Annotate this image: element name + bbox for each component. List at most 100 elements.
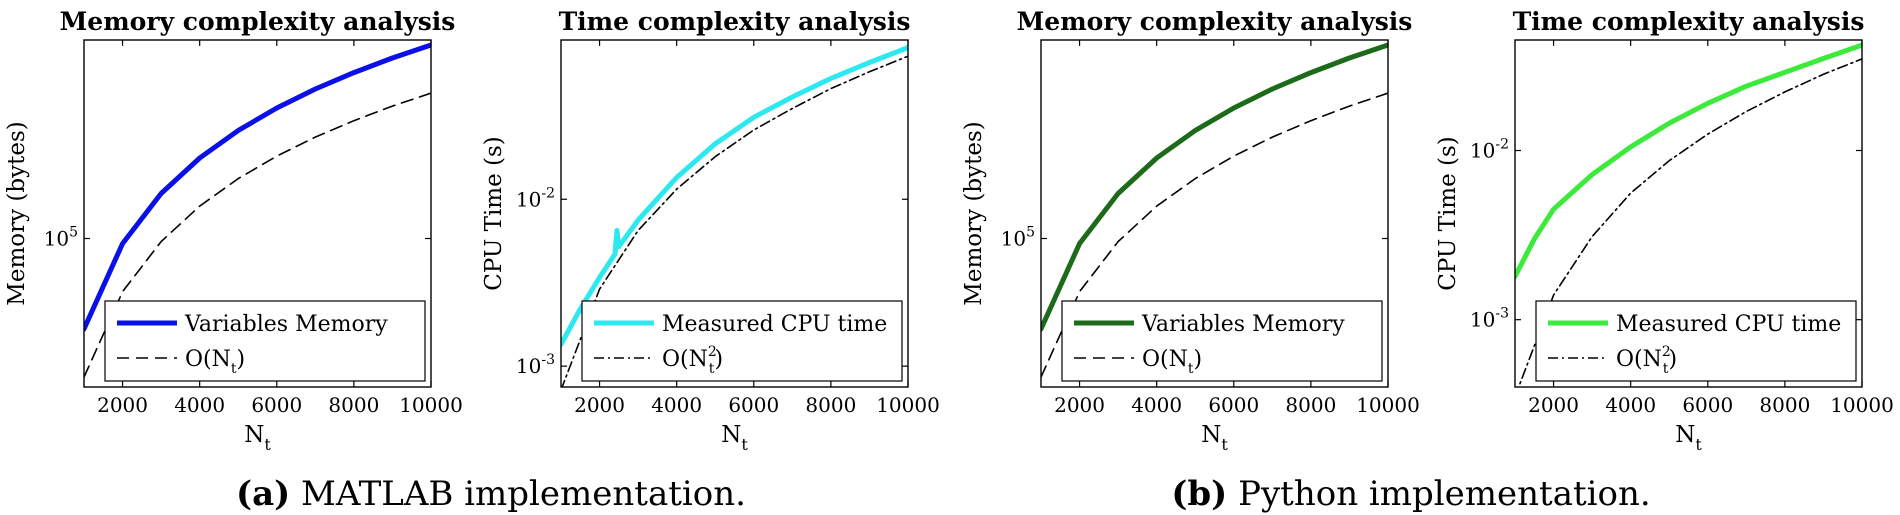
panel-a-time-xtick-label-3: 8000 bbox=[805, 393, 856, 417]
panel-b-memory-series-0-line bbox=[1041, 42, 1388, 332]
panel-b-time-series-0-line bbox=[1515, 42, 1862, 279]
panel-b-memory-title: Memory complexity analysis bbox=[1017, 7, 1413, 36]
caption-a-text: MATLAB implementation. bbox=[290, 474, 746, 514]
panel-a-time-ytick-base-0: 10 bbox=[516, 354, 541, 378]
panel-b-memory-legend-sub-1: t bbox=[1188, 361, 1194, 377]
panel-a-time-legend-label-1: O(N2 t) bbox=[662, 344, 723, 377]
panel-b-time-xtick-label-2: 6000 bbox=[1682, 393, 1733, 417]
panel-b-memory-series-1-line bbox=[1041, 92, 1388, 378]
panel-b-memory-xtick-label-1: 4000 bbox=[1131, 393, 1182, 417]
panel-a-time-ytick-exp-1: -2 bbox=[541, 185, 555, 201]
panel-b-memory-xlabel-sub: t bbox=[1221, 435, 1228, 454]
panel-b-time-ytick-exp-1: -2 bbox=[1495, 137, 1509, 153]
panel-b-time-ytick-base-1: 10 bbox=[1470, 139, 1495, 163]
panel-a-memory-legend-label-1: O(Nt) bbox=[185, 347, 245, 377]
panel-a-memory-series-1-line bbox=[84, 92, 431, 378]
panel-b-time-axes-box bbox=[1514, 39, 1863, 388]
panel-b-time-legend-label-1: O(N2 t) bbox=[1616, 344, 1677, 377]
panel-a-time-xtick-label-0: 2000 bbox=[574, 393, 625, 417]
panel-b-time-ytick-exp-0: -3 bbox=[1495, 306, 1509, 322]
panel-b-time-ytick-label-0: 10-3 bbox=[1470, 306, 1509, 332]
panel-b-time-series-1-line bbox=[1517, 58, 1862, 387]
panel-a-memory-xlabel-main: N bbox=[244, 422, 264, 448]
panel-a-time-ytick-label-0: 10-3 bbox=[516, 352, 555, 378]
caption-a-label: (a) bbox=[236, 474, 290, 514]
panel-b-time-legend-sub-1: t bbox=[1663, 361, 1669, 377]
panel-a-memory-legend-tail-1: ) bbox=[237, 347, 246, 372]
panel-a-memory-legend-name-1: O(N bbox=[185, 347, 231, 372]
panel-a-memory-ytick-label-0: 105 bbox=[44, 225, 78, 251]
caption-b: (b) Python implementation. bbox=[1171, 474, 1650, 514]
panel-b-memory-xtick-label-4: 10000 bbox=[1356, 393, 1420, 417]
panel-a-time-ytick-label-1: 10-2 bbox=[516, 185, 555, 211]
panel-b-memory-chart: Memory complexity analysis 2000 4000 6000 80… bbox=[961, 7, 1420, 454]
panel-a-time-title: Time complexity analysis bbox=[559, 7, 911, 36]
panel-a-memory-xtick-label-1: 4000 bbox=[174, 393, 225, 417]
panel-a-memory-xtick-label-3: 8000 bbox=[328, 393, 379, 417]
panel-b-memory-ytick-label-0: 105 bbox=[1001, 225, 1035, 251]
panel-a-memory-legend-box bbox=[104, 300, 426, 382]
panel-b-memory-legend-name-1: O(N bbox=[1142, 347, 1188, 372]
panel-b-time-chart: Time complexity analysis 2000 4000 6000 8000… bbox=[1435, 7, 1894, 454]
panel-b-memory-xlabel: Nt bbox=[1201, 422, 1228, 454]
panel-b-memory-ytick-base-0: 10 bbox=[1001, 227, 1026, 251]
panel-a-time-xtick-label-2: 6000 bbox=[728, 393, 779, 417]
panel-a-memory-ylabel: Memory (bytes) bbox=[4, 121, 30, 305]
panel-b-time-ylabel: CPU Time (s) bbox=[1435, 136, 1461, 291]
panel-b-memory-legend-tail-1: ) bbox=[1194, 347, 1203, 372]
panel-b-time-xtick-label-0: 2000 bbox=[1528, 393, 1579, 417]
panel-a-time-xlabel: Nt bbox=[721, 422, 748, 454]
panel-b-time-title: Time complexity analysis bbox=[1513, 7, 1865, 36]
panel-a-time-chart: Time complexity analysis 2000 4000 6000 8000… bbox=[481, 7, 940, 454]
panel-a-memory-xtick-label-4: 10000 bbox=[399, 393, 463, 417]
panel-b-memory-ylabel: Memory (bytes) bbox=[961, 121, 987, 305]
panel-a-time-xlabel-sub: t bbox=[741, 435, 748, 454]
panel-a-time-legend-name-0: Measured CPU time bbox=[662, 312, 887, 337]
panel-b-time-legend-name-0: Measured CPU time bbox=[1616, 312, 1841, 337]
panel-a-memory-legend-name-0: Variables Memory bbox=[184, 312, 388, 337]
panel-a-memory-xtick-label-0: 2000 bbox=[97, 393, 148, 417]
panel-b-time-xtick-label-1: 4000 bbox=[1605, 393, 1656, 417]
panel-a-memory-series-0-line bbox=[84, 42, 431, 332]
caption-a: (a) MATLAB implementation. bbox=[236, 474, 746, 514]
panel-b-memory-legend-label-1: O(Nt) bbox=[1142, 347, 1202, 377]
panel-b-time-xlabel-main: N bbox=[1675, 422, 1695, 448]
panel-a-time-axes-box bbox=[560, 39, 909, 388]
panel-a-time-series-0-line bbox=[561, 45, 908, 347]
panel-a-time-ytick-base-1: 10 bbox=[516, 187, 541, 211]
panel-a-memory-ytick-exp-0: 5 bbox=[69, 225, 78, 241]
panel-a-memory-xtick-label-2: 6000 bbox=[251, 393, 302, 417]
panel-a-memory-legend-label-0: Variables Memory bbox=[184, 312, 388, 337]
panel-b-time-xtick-label-4: 10000 bbox=[1830, 393, 1894, 417]
panel-a-memory-xlabel-sub: t bbox=[264, 435, 271, 454]
panel-b-time-ytick-label-1: 10-2 bbox=[1470, 137, 1509, 163]
panel-a-memory-chart: Memory complexity analysis 2000 4000 6000 80… bbox=[4, 7, 463, 454]
panel-b-memory-ytick-exp-0: 5 bbox=[1026, 225, 1035, 241]
panel-b-memory-xtick-label-2: 6000 bbox=[1208, 393, 1259, 417]
panel-b-memory-xtick-label-0: 2000 bbox=[1054, 393, 1105, 417]
panel-b-time-legend-sup-1: 2 bbox=[1662, 344, 1671, 360]
panel-b-memory-legend-box bbox=[1061, 300, 1383, 382]
panel-b-time-xlabel-sub: t bbox=[1695, 435, 1702, 454]
panel-b-time-legend-box bbox=[1535, 300, 1857, 382]
panel-a-time-ylabel: CPU Time (s) bbox=[481, 136, 507, 291]
panel-a-memory-legend-sub-1: t bbox=[231, 361, 237, 377]
panel-b-memory-axes-box bbox=[1040, 39, 1389, 388]
panel-a-time-xlabel-main: N bbox=[721, 422, 741, 448]
panel-a-time-legend-sub-1: t bbox=[709, 361, 715, 377]
panel-a-memory-ytick-base-0: 10 bbox=[44, 227, 69, 251]
caption-b-label: (b) bbox=[1171, 474, 1227, 514]
panel-a-time-ytick-exp-0: -3 bbox=[541, 352, 555, 368]
panel-a-time-legend-name-1: O(N bbox=[662, 347, 708, 372]
panel-b-time-ytick-base-0: 10 bbox=[1470, 308, 1495, 332]
panel-b-time-legend-label-0: Measured CPU time bbox=[1616, 312, 1841, 337]
panel-a-memory-xlabel: Nt bbox=[244, 422, 271, 454]
panel-a-time-xtick-label-1: 4000 bbox=[651, 393, 702, 417]
panel-a-time-legend-label-0: Measured CPU time bbox=[662, 312, 887, 337]
panel-a-time-xtick-label-4: 10000 bbox=[876, 393, 940, 417]
panel-a-memory-axes-box bbox=[83, 39, 432, 388]
caption-b-text: Python implementation. bbox=[1227, 474, 1650, 514]
panel-b-memory-legend-label-0: Variables Memory bbox=[1141, 312, 1345, 337]
panel-b-memory-xtick-label-3: 8000 bbox=[1285, 393, 1336, 417]
